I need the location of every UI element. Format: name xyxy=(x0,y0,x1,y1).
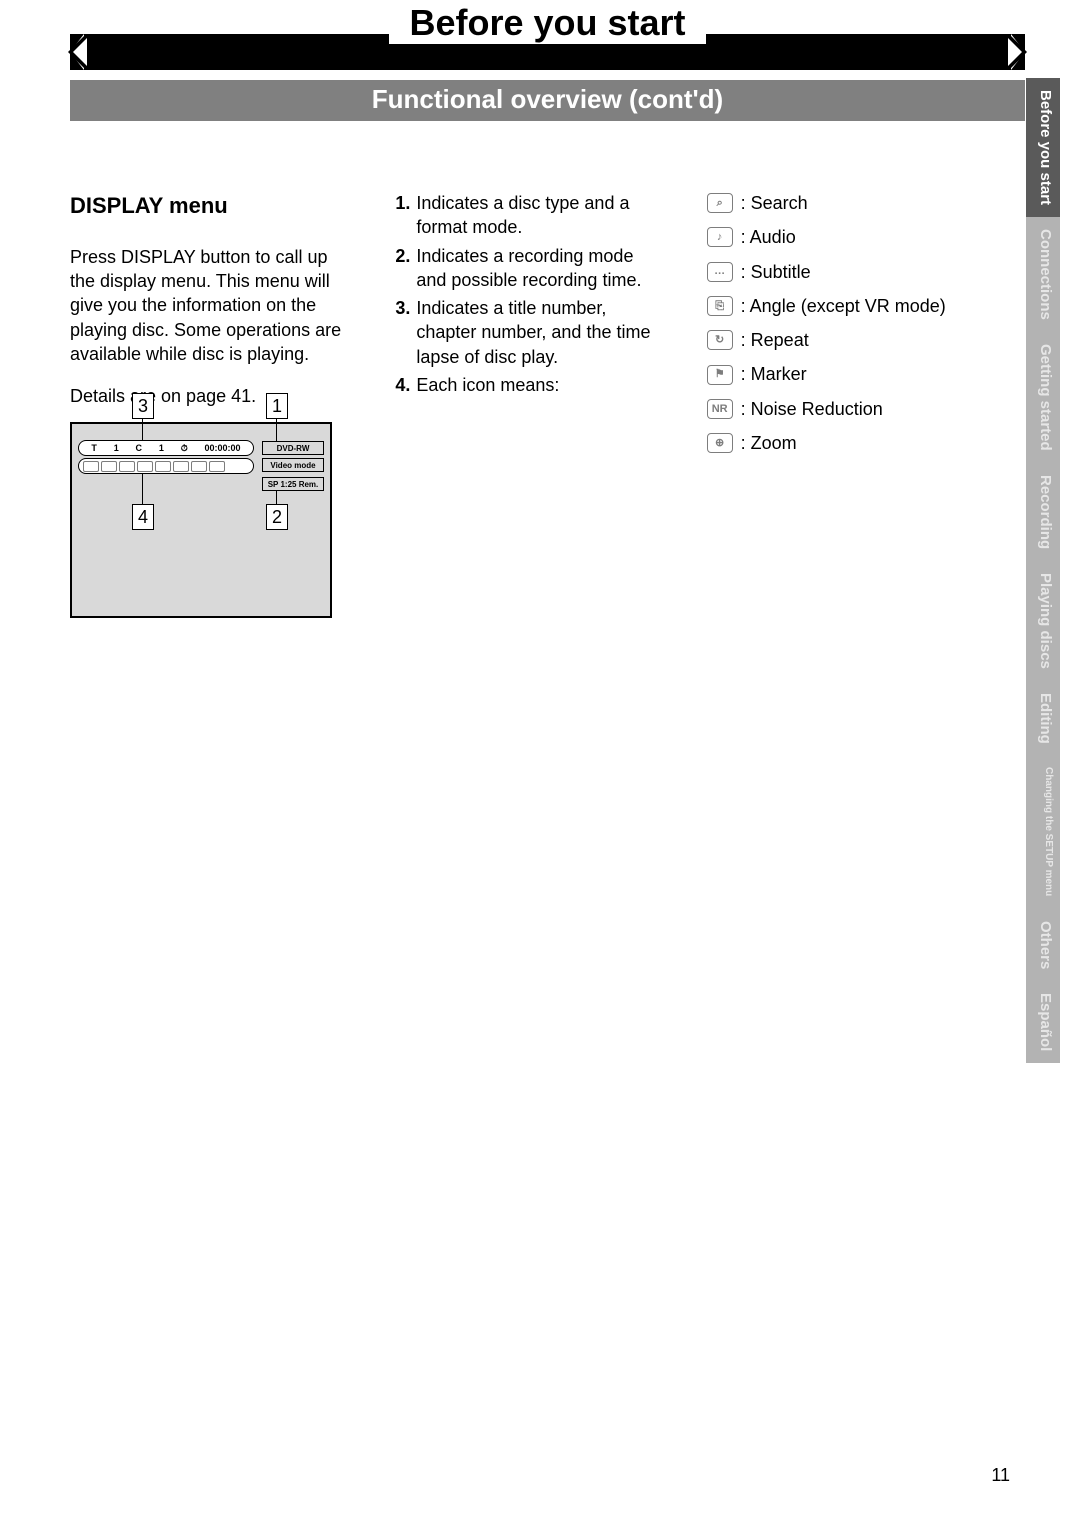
tab-espanol[interactable]: Español xyxy=(1026,981,1060,1063)
sidebar-tabs: Before you start Connections Getting sta… xyxy=(1026,78,1060,1063)
callout-2: 2 xyxy=(266,504,288,530)
tab-recording[interactable]: Recording xyxy=(1026,463,1060,561)
column-left: DISPLAY menu Press DISPLAY button to cal… xyxy=(70,191,348,618)
icon-label: : Noise Reduction xyxy=(741,397,883,421)
intro-paragraph: Press DISPLAY button to call up the disp… xyxy=(70,245,348,366)
marker-icon: ⚑ xyxy=(707,365,733,385)
page-title: Before you start xyxy=(389,2,705,44)
icon-label: : Audio xyxy=(741,225,796,249)
numbered-list: 1.Indicates a disc type and a format mod… xyxy=(388,191,666,397)
osd-box-dvdrw: DVD-RW xyxy=(262,441,324,455)
page-number: 11 xyxy=(991,1465,1010,1486)
section-heading: DISPLAY menu xyxy=(70,191,348,221)
tab-before-you-start[interactable]: Before you start xyxy=(1026,78,1060,217)
display-diagram: 3 1 4 2 T 1 C 1 ⏱ 00:00:00 xyxy=(70,422,332,618)
icon-label: : Subtitle xyxy=(741,260,811,284)
icon-label: : Repeat xyxy=(741,328,809,352)
repeat-icon: ↻ xyxy=(707,330,733,350)
tab-connections[interactable]: Connections xyxy=(1026,217,1060,332)
tab-others[interactable]: Others xyxy=(1026,909,1060,981)
osd-bottom-row xyxy=(78,458,254,474)
audio-icon: ♪ xyxy=(707,227,733,247)
nr-icon: NR xyxy=(707,399,733,419)
callout-4: 4 xyxy=(132,504,154,530)
column-right: ⌕ : Search ♪ : Audio … : Subtitle ⎘ : Angle … xyxy=(707,191,985,618)
osd-top-row: T 1 C 1 ⏱ 00:00:00 xyxy=(78,440,254,456)
callout-3: 3 xyxy=(132,393,154,419)
subtitle-icon: … xyxy=(707,262,733,282)
zoom-icon: ⊕ xyxy=(707,433,733,453)
callout-1: 1 xyxy=(266,393,288,419)
angle-icon: ⎘ xyxy=(707,296,733,316)
osd-box-sprem: SP 1:25 Rem. xyxy=(262,477,324,491)
column-middle: 1.Indicates a disc type and a format mod… xyxy=(388,191,666,618)
icon-label: : Zoom xyxy=(741,431,797,455)
header-banner: Before you start xyxy=(70,34,1025,70)
icon-label: : Marker xyxy=(741,362,807,386)
search-icon: ⌕ xyxy=(707,193,733,213)
osd-box-videomode: Video mode xyxy=(262,458,324,472)
tab-setup-menu[interactable]: Changing the SETUP menu xyxy=(1026,755,1060,908)
tab-editing[interactable]: Editing xyxy=(1026,681,1060,756)
tab-getting-started[interactable]: Getting started xyxy=(1026,332,1060,463)
tab-playing-discs[interactable]: Playing discs xyxy=(1026,561,1060,681)
subtitle-bar: Functional overview (cont'd) xyxy=(70,80,1025,121)
icon-label: : Angle (except VR mode) xyxy=(741,294,946,318)
details-line: Details are on page 41. xyxy=(70,384,348,408)
icon-label: : Search xyxy=(741,191,808,215)
